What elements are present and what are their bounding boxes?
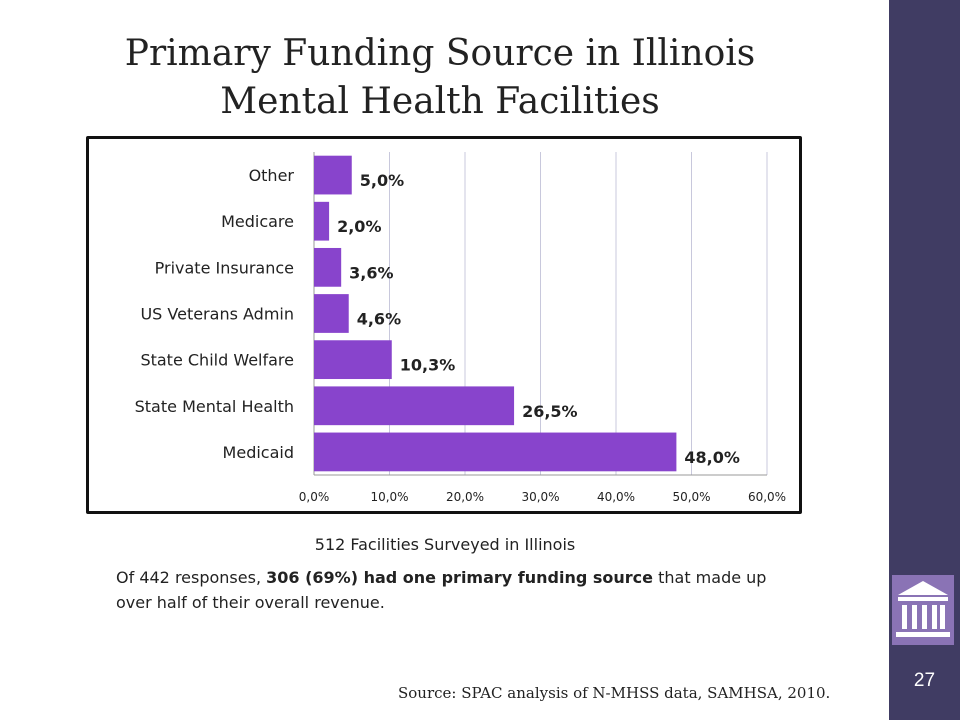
- bar-chart: 0,0% 10,0% 20,0% 30,0% 40,0% 50,0% 60,0% Other 5…: [135, 152, 786, 504]
- data-label: 26,5%: [522, 402, 578, 421]
- bar: [314, 155, 352, 195]
- category-label: Private Insurance: [155, 258, 294, 277]
- category-label: Medicaid: [223, 443, 294, 462]
- data-label: 2,0%: [337, 217, 381, 236]
- category-label: State Child Welfare: [140, 351, 294, 370]
- x-tick-label: 40,0%: [597, 490, 635, 504]
- bar: [314, 294, 349, 333]
- source-citation: Source: SPAC analysis of N-MHSS data, SA…: [398, 684, 831, 702]
- data-label: 4,6%: [357, 310, 401, 329]
- bar: [314, 247, 342, 287]
- x-tick-label: 60,0%: [748, 490, 786, 504]
- slide-title: Primary Funding Source in Illinois Menta…: [60, 30, 820, 126]
- bar: [314, 432, 677, 472]
- building-columns-icon: [892, 575, 954, 645]
- x-tick-label: 30,0%: [521, 490, 559, 504]
- category-label: State Mental Health: [135, 397, 294, 416]
- bar: [314, 201, 330, 241]
- title-line-2: Mental Health Facilities: [220, 81, 660, 122]
- x-tick-label: 10,0%: [370, 490, 408, 504]
- title-line-1: Primary Funding Source in Illinois: [124, 33, 756, 74]
- x-tick-label: 50,0%: [672, 490, 710, 504]
- data-label: 10,3%: [400, 356, 456, 375]
- note-text-bold: 306 (69%) had one primary funding source: [266, 568, 654, 587]
- data-label: 48,0%: [684, 448, 740, 467]
- chart-subtitle: 512 Facilities Surveyed in Illinois: [314, 535, 576, 554]
- bar: [314, 386, 515, 426]
- x-tick-label: 20,0%: [446, 490, 484, 504]
- chart-frame: 0,0% 10,0% 20,0% 30,0% 40,0% 50,0% 60,0% Other 5…: [86, 136, 802, 514]
- category-label: Other: [249, 166, 295, 185]
- data-label: 3,6%: [349, 263, 393, 282]
- data-label: 5,0%: [360, 171, 404, 190]
- summary-note: Of 442 responses, 306 (69%) had one prim…: [116, 565, 796, 615]
- x-tick-label: 0,0%: [299, 490, 330, 504]
- bar: [314, 340, 392, 380]
- note-text-post: that made up over half of their overall …: [116, 568, 767, 612]
- note-text-pre: Of 442 responses,: [116, 568, 267, 587]
- category-label: Medicare: [221, 212, 294, 231]
- category-label: US Veterans Admin: [140, 305, 294, 324]
- slide-number: 27: [913, 670, 936, 691]
